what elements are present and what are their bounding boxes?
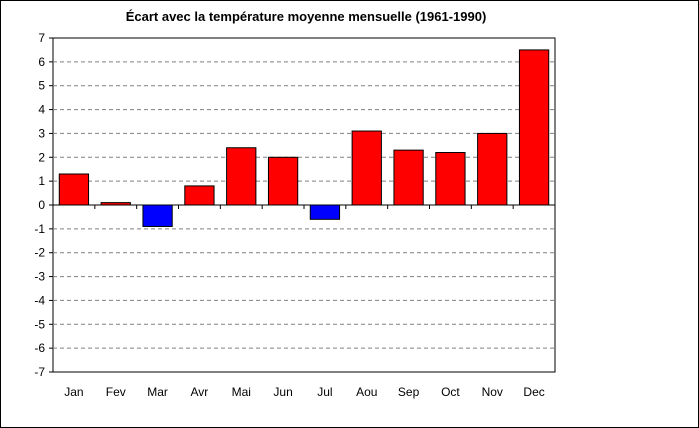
y-tick-label: 6 bbox=[38, 55, 45, 69]
x-tick-label: Jul bbox=[317, 385, 332, 399]
x-tick-label: Mai bbox=[232, 385, 251, 399]
x-tick-label: Aou bbox=[356, 385, 377, 399]
bar-mar bbox=[142, 204, 173, 227]
bar-oct bbox=[435, 152, 466, 206]
y-tick-label: -5 bbox=[34, 317, 45, 331]
x-tick-label: Dec bbox=[523, 385, 544, 399]
bar-dec bbox=[518, 49, 550, 206]
x-tick-label: Fev bbox=[106, 385, 126, 399]
bar-jan bbox=[58, 173, 90, 206]
y-tick-label: -1 bbox=[34, 222, 45, 236]
y-tick-label: 2 bbox=[38, 150, 45, 164]
x-tick-label: Mar bbox=[147, 385, 168, 399]
y-tick-label: 1 bbox=[38, 174, 45, 188]
y-tick-label: -3 bbox=[34, 270, 45, 284]
bar-sep bbox=[393, 149, 424, 206]
x-tick-label: Jan bbox=[64, 385, 83, 399]
y-tick-label: 0 bbox=[38, 198, 45, 212]
bar-nov bbox=[477, 132, 508, 206]
bar-jun bbox=[267, 156, 299, 206]
x-tick-label: Sep bbox=[398, 385, 420, 399]
y-tick-label: -7 bbox=[34, 365, 45, 379]
x-tick-label: Oct bbox=[441, 385, 460, 399]
x-tick-label: Avr bbox=[191, 385, 209, 399]
x-tick-label: Nov bbox=[482, 385, 503, 399]
y-tick-label: -4 bbox=[34, 293, 45, 307]
y-tick-label: 5 bbox=[38, 79, 45, 93]
y-tick-label: 3 bbox=[38, 126, 45, 140]
bar-avr bbox=[184, 185, 215, 206]
bar-jul bbox=[309, 204, 341, 220]
bar-aou bbox=[351, 130, 382, 206]
bar-mai bbox=[226, 147, 257, 206]
y-tick-label: 4 bbox=[38, 103, 45, 117]
y-tick-label: -6 bbox=[34, 341, 45, 355]
y-tick-label: 7 bbox=[38, 31, 45, 45]
x-tick-label: Jun bbox=[273, 385, 292, 399]
y-tick-label: -2 bbox=[34, 246, 45, 260]
chart-title: Écart avec la température moyenne mensue… bbox=[125, 9, 487, 24]
